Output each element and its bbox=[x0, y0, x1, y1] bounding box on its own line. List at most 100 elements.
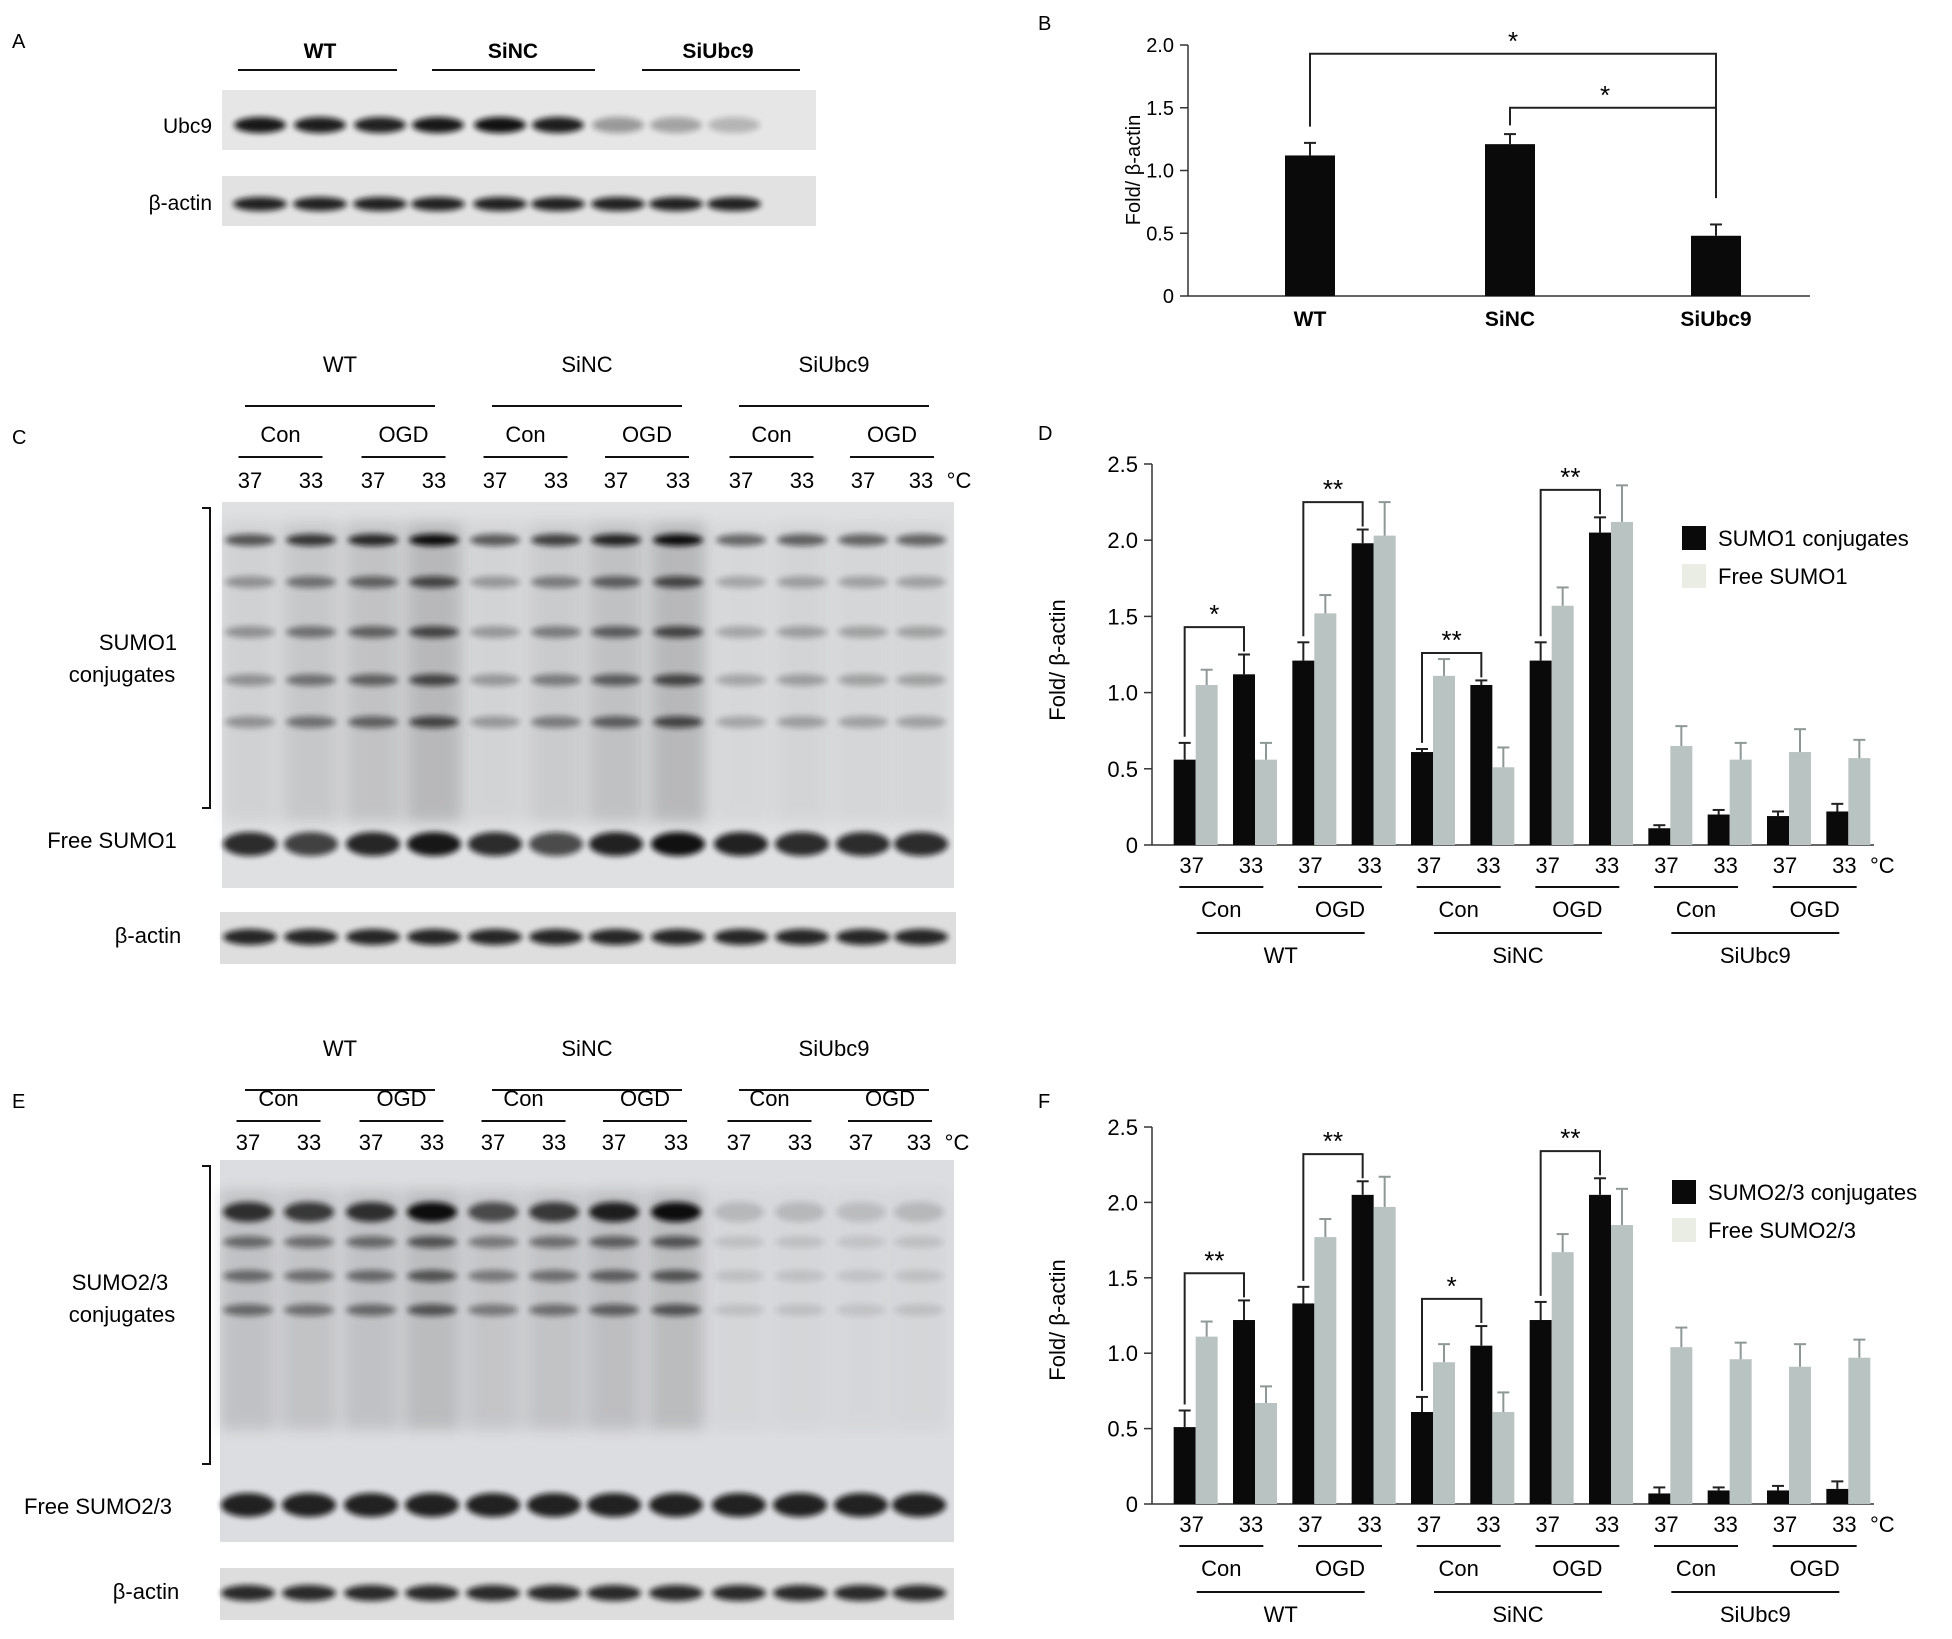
blot-condition-label: OGD bbox=[378, 422, 428, 447]
blot-smear bbox=[835, 522, 891, 822]
chart-d-bar bbox=[1789, 752, 1811, 845]
blot-temp-unit: °C bbox=[947, 468, 972, 493]
chart-f: Fold/ β-actin 0 0.5 1.0 1.5 2.0 2.5 37 33 37 33 37… bbox=[1045, 1115, 1917, 1627]
blot-band bbox=[894, 1202, 944, 1222]
chart-d-bar bbox=[1233, 674, 1255, 845]
blot-band bbox=[348, 534, 398, 546]
chart-d-ytick-label: 0.5 bbox=[1107, 757, 1138, 782]
blot-temp-label: 37 bbox=[361, 468, 385, 493]
chart-d-sig-bracket bbox=[1183, 626, 1245, 737]
chart-d-group-label: WT bbox=[1264, 943, 1298, 968]
blot-smear bbox=[406, 522, 462, 822]
chart-f-bar bbox=[1411, 1412, 1433, 1504]
blot-temp-label: 33 bbox=[422, 468, 446, 493]
chart-d-sig-bracket bbox=[1302, 501, 1364, 637]
blot-band bbox=[650, 117, 702, 133]
blot-band bbox=[527, 1493, 581, 1517]
blot-e-bracket bbox=[202, 1165, 211, 1465]
blot-temp-label: 37 bbox=[602, 1130, 626, 1155]
chart-f-condition-label: Con bbox=[1676, 1556, 1716, 1581]
blot-band bbox=[473, 197, 527, 211]
chart-d-legend-swatch bbox=[1682, 564, 1706, 588]
blot-band bbox=[649, 1493, 703, 1517]
blot-band bbox=[346, 1236, 396, 1248]
chart-f-ytick-label: 0 bbox=[1126, 1492, 1138, 1517]
chart-f-temp-label: 33 bbox=[1832, 1512, 1856, 1537]
blot-band bbox=[777, 626, 827, 638]
chart-f-bar bbox=[1789, 1366, 1811, 1504]
chart-b-category-label: SiNC bbox=[1485, 308, 1535, 331]
blot-c-label-free: Free SUMO1 bbox=[47, 828, 177, 853]
chart-d-ytick-label: 2.5 bbox=[1107, 452, 1138, 477]
blot-band bbox=[284, 1236, 334, 1248]
chart-f-sig-bracket bbox=[1302, 1153, 1364, 1281]
blot-band bbox=[348, 626, 398, 638]
chart-d-temp-label: 37 bbox=[1654, 853, 1678, 878]
blot-band bbox=[346, 1270, 396, 1282]
blot-temp-label: 33 bbox=[299, 468, 323, 493]
chart-f-temp-label: 37 bbox=[1654, 1512, 1678, 1537]
chart-d-bar bbox=[1529, 660, 1552, 845]
blot-smear bbox=[713, 522, 769, 822]
chart-f-temp-label: 33 bbox=[1713, 1512, 1737, 1537]
blot-band bbox=[346, 832, 400, 856]
blot-smear bbox=[283, 522, 339, 822]
blot-band bbox=[836, 1270, 886, 1282]
chart-d-legend-swatch bbox=[1682, 526, 1706, 550]
chart-d-condition-label: OGD bbox=[1315, 897, 1365, 922]
blot-band bbox=[589, 1270, 639, 1282]
blot-band bbox=[777, 674, 827, 686]
blot-temp-label: 33 bbox=[909, 468, 933, 493]
blot-band bbox=[651, 929, 705, 945]
chart-d-bar bbox=[1826, 811, 1849, 845]
chart-d-group-label: SiUbc9 bbox=[1720, 943, 1791, 968]
blot-band bbox=[348, 716, 398, 728]
blot-band bbox=[529, 1270, 579, 1282]
chart-d-bar bbox=[1373, 535, 1396, 845]
blot-c-membrane-actin bbox=[220, 912, 956, 964]
blot-band bbox=[589, 1236, 639, 1248]
blot-band bbox=[233, 197, 287, 211]
blot-band bbox=[896, 576, 946, 588]
blot-condition-label: Con bbox=[260, 422, 300, 447]
chart-d-temp-label: 37 bbox=[1535, 853, 1559, 878]
chart-d-temp-label: 33 bbox=[1832, 853, 1856, 878]
blot-band bbox=[286, 626, 336, 638]
blot-band bbox=[470, 626, 520, 638]
blot-band bbox=[532, 117, 584, 133]
chart-f-bar bbox=[1551, 1252, 1574, 1504]
chart-d-temp-label: 33 bbox=[1713, 853, 1737, 878]
blot-band bbox=[344, 1585, 398, 1601]
blot-band bbox=[587, 1493, 641, 1517]
blot-band bbox=[468, 1304, 518, 1316]
chart-d-ytick-label: 0 bbox=[1126, 833, 1138, 858]
blot-band bbox=[470, 674, 520, 686]
chart-d-bar bbox=[1292, 660, 1315, 845]
panel-letter-a: A bbox=[12, 31, 26, 53]
blot-condition-label: OGD bbox=[865, 1086, 915, 1111]
blot-band bbox=[529, 929, 583, 945]
blot-band bbox=[651, 1304, 701, 1316]
blot-smear bbox=[467, 522, 523, 822]
blot-band bbox=[653, 674, 703, 686]
chart-b-ytick-label: 1.5 bbox=[1146, 98, 1174, 120]
blot-band bbox=[651, 1270, 701, 1282]
chart-f-condition-label: OGD bbox=[1315, 1556, 1365, 1581]
chart-f-bar bbox=[1848, 1357, 1871, 1504]
blot-band bbox=[531, 534, 581, 546]
blot-band bbox=[589, 832, 643, 856]
blot-band bbox=[714, 1304, 764, 1316]
panel-letter-c: C bbox=[12, 427, 26, 449]
blot-band bbox=[284, 929, 338, 945]
chart-f-bar bbox=[1470, 1345, 1493, 1504]
blot-group-label: WT bbox=[323, 1036, 357, 1061]
chart-d-temp-label: 33 bbox=[1357, 853, 1381, 878]
blot-band bbox=[529, 1236, 579, 1248]
blot-band bbox=[282, 1493, 336, 1517]
blot-band bbox=[531, 197, 585, 211]
blot-band bbox=[775, 1236, 825, 1248]
blot-band bbox=[587, 1585, 641, 1601]
chart-f-bar bbox=[1707, 1490, 1730, 1504]
blot-band bbox=[282, 1585, 336, 1601]
